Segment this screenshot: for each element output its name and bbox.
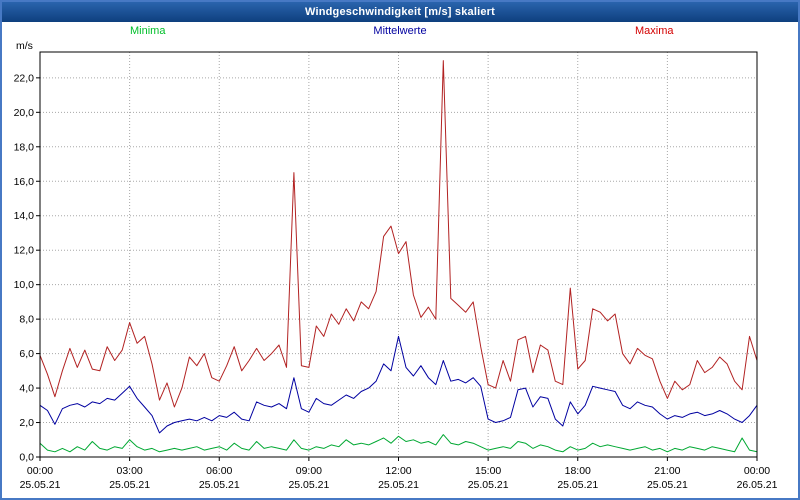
- x-tick-time: 09:00: [296, 465, 322, 477]
- x-tick-date: 26.05.21: [737, 479, 778, 491]
- y-tick-label: 12,0: [14, 245, 35, 257]
- x-tick-time: 00:00: [744, 465, 770, 477]
- axes: 0,0 2,0 4,0 6,0 8,0 10,0 12,0 14,0 16,0 18,0 20,0 2…: [14, 40, 778, 491]
- chart-legend: Minima Mittelwerte Maxima: [2, 22, 798, 40]
- y-tick-label: 20,0: [14, 107, 35, 119]
- y-tick-label: 22,0: [14, 72, 35, 84]
- series-line-mittelwerte: [39, 335, 758, 434]
- x-tick-time: 00:00: [27, 465, 53, 477]
- window-title: Windgeschwindigkeit [m/s] skaliert: [304, 6, 496, 18]
- y-tick-label: 2,0: [19, 417, 34, 429]
- y-tick-label: 0,0: [19, 452, 34, 464]
- series-line-minima: [39, 434, 758, 453]
- x-tick-date: 25.05.21: [109, 479, 150, 491]
- x-tick-date: 25.05.21: [378, 479, 419, 491]
- y-tick-label: 18,0: [14, 141, 35, 153]
- series-line-maxima: [39, 60, 758, 408]
- y-tick-label: 10,0: [14, 279, 35, 291]
- x-tick-date: 25.05.21: [199, 479, 240, 491]
- chart-background: [2, 40, 798, 498]
- x-tick-time: 03:00: [116, 465, 142, 477]
- y-axis-unit-label: m/s: [16, 40, 33, 52]
- legend-item-maxima: Maxima: [635, 25, 674, 37]
- x-tick-date: 25.05.21: [20, 479, 61, 491]
- gridlines: [40, 52, 757, 457]
- x-tick-time: 21:00: [654, 465, 680, 477]
- y-tick-label: 14,0: [14, 210, 35, 222]
- x-tick-time: 18:00: [565, 465, 591, 477]
- x-tick-date: 25.05.21: [468, 479, 509, 491]
- y-tick-label: 4,0: [19, 383, 34, 395]
- x-tick-time: 12:00: [385, 465, 411, 477]
- y-tick-label: 8,0: [19, 314, 34, 326]
- x-tick-time: 06:00: [206, 465, 232, 477]
- y-tick-label: 6,0: [19, 348, 34, 360]
- window-titlebar: Windgeschwindigkeit [m/s] skaliert: [2, 2, 798, 22]
- x-tick-date: 25.05.21: [647, 479, 688, 491]
- x-tick-time: 15:00: [475, 465, 501, 477]
- legend-item-minima: Minima: [130, 25, 166, 37]
- wind-speed-chart: 0,0 2,0 4,0 6,0 8,0 10,0 12,0 14,0 16,0 18,0 20,0 2…: [2, 40, 798, 498]
- x-tick-date: 25.05.21: [288, 479, 329, 491]
- legend-item-mittelwerte: Mittelwerte: [373, 25, 427, 37]
- y-tick-label: 16,0: [14, 176, 35, 188]
- x-tick-date: 25.05.21: [557, 479, 598, 491]
